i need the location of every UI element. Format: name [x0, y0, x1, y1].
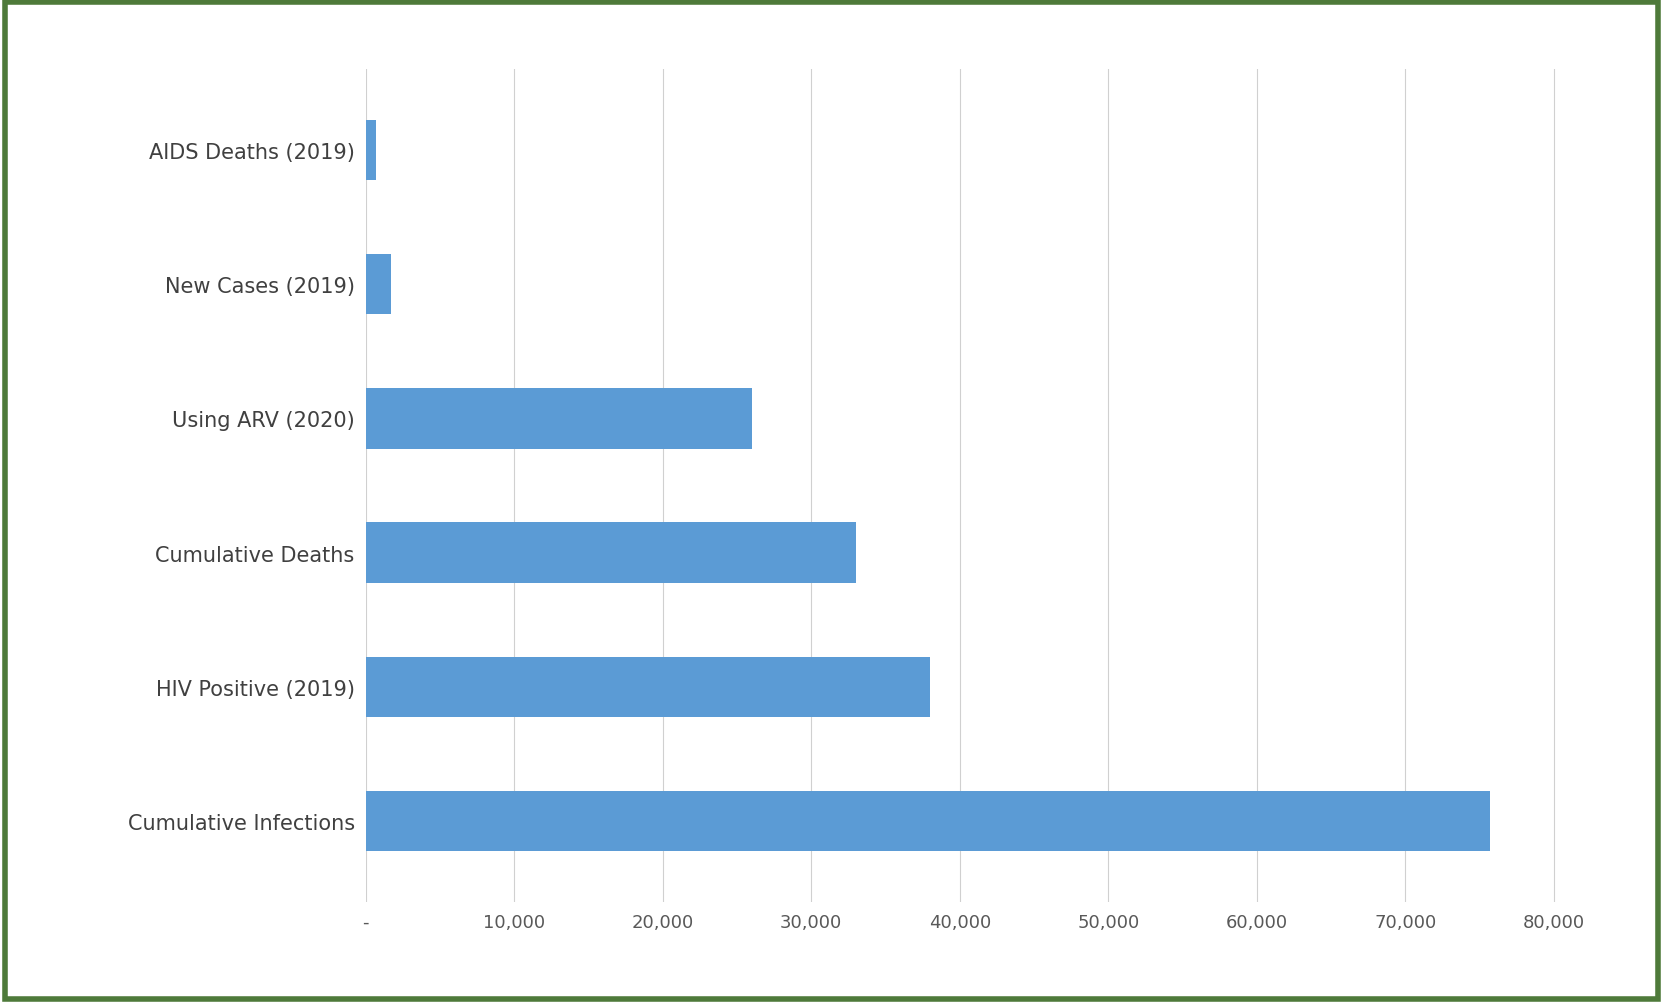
Bar: [366, 792, 1490, 852]
Bar: [366, 120, 376, 180]
Bar: [366, 389, 752, 449]
Bar: [366, 657, 930, 717]
Bar: [366, 255, 391, 315]
Bar: [366, 523, 856, 583]
